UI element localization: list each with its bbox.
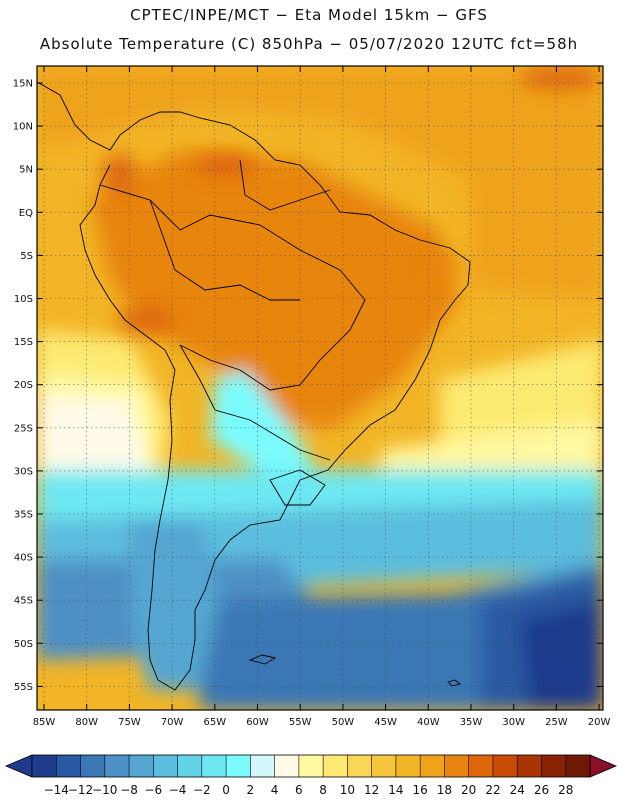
lat-label-10n: 10N <box>13 122 33 133</box>
lon-label-70w: 70W <box>161 717 184 728</box>
map-frame <box>36 65 604 711</box>
colorbar-swatch-6 <box>177 755 203 777</box>
colorbar-swatch-9 <box>250 755 275 777</box>
chart-title-line2: Absolute Temperature (C) 850hPa − 05/07/… <box>39 35 579 53</box>
lon-label-40w: 40W <box>417 717 440 728</box>
colorbar-swatch-8 <box>226 755 251 777</box>
colorbar-swatch-1 <box>56 755 81 777</box>
lat-label-5s: 5S <box>20 251 33 262</box>
colorbar-swatch-14 <box>371 755 397 777</box>
colorbar-label: 28 <box>558 783 573 797</box>
colorbar-swatch-2 <box>80 755 106 777</box>
colorbar-label: 4 <box>271 783 279 797</box>
lon-label-55w: 55W <box>289 717 312 728</box>
colorbar-swatch-22 <box>565 755 591 777</box>
lat-label-35s: 35S <box>14 510 33 521</box>
colorbar-label: 22 <box>485 783 500 797</box>
latitude-labels: 15N 10N 5N EQ 5S 10S 15S 20S 25S 30S 35S 40S 45S 50S 5… <box>13 79 603 693</box>
colorbar-label: −12 <box>68 783 93 797</box>
graticule <box>37 66 603 710</box>
colorbar-label: 14 <box>388 783 403 797</box>
colorbar-swatch-7 <box>201 755 227 777</box>
longitude-labels: 85W 80W 75W 70W 65W 60W 55W 50W 45W 40W 35W 30W 25W 2… <box>33 66 611 728</box>
colorbar-label: −6 <box>144 783 162 797</box>
colorbar-label: 20 <box>461 783 476 797</box>
lat-label-40s: 40S <box>14 553 33 564</box>
colorbar-swatch-13 <box>347 755 372 777</box>
colorbar-swatch-10 <box>274 755 300 777</box>
colorbar-over-arrow <box>589 754 618 778</box>
lat-label-50s: 50S <box>14 639 33 650</box>
colorbar-swatch-19 <box>492 755 518 777</box>
colorbar-label: 0 <box>222 783 230 797</box>
colorbar-swatch-0 <box>32 755 57 777</box>
lat-label-10s: 10S <box>14 294 33 305</box>
colorbar-label: 6 <box>295 783 303 797</box>
lon-label-20w: 20W <box>588 717 611 728</box>
lat-label-20s: 20S <box>14 380 33 391</box>
lon-label-35w: 35W <box>460 717 483 728</box>
colorbar-label: 16 <box>413 783 428 797</box>
lat-label-5n: 5N <box>19 165 33 176</box>
lat-label-45s: 45S <box>14 596 33 607</box>
colorbar-label: 12 <box>364 783 379 797</box>
colorbar-under-arrow <box>4 754 33 778</box>
colorbar-label: 10 <box>340 783 355 797</box>
colorbar-swatch-21 <box>541 755 567 777</box>
lon-label-80w: 80W <box>75 717 98 728</box>
colorbar-label: 8 <box>319 783 327 797</box>
colorbar-label: −2 <box>193 783 211 797</box>
colorbar-swatch-16 <box>420 755 445 777</box>
colorbar-swatch-11 <box>298 755 324 777</box>
lon-label-60w: 60W <box>246 717 269 728</box>
colorbar-label: −4 <box>169 783 187 797</box>
colorbar-label: 2 <box>247 783 255 797</box>
colorbar-swatch-17 <box>444 755 469 777</box>
colorbar-label: 24 <box>510 783 525 797</box>
lat-label-15n: 15N <box>13 79 33 90</box>
colorbar-swatch-18 <box>468 755 494 777</box>
lon-label-45w: 45W <box>374 717 397 728</box>
colorbar-label: 26 <box>534 783 549 797</box>
colorbar-swatch-20 <box>517 755 542 777</box>
temperature-field <box>37 66 603 710</box>
colorbar-swatch-4 <box>129 755 154 777</box>
lon-label-50w: 50W <box>332 717 355 728</box>
colorbar-swatch-5 <box>153 755 178 777</box>
colorbar-label: 18 <box>437 783 452 797</box>
lat-label-eq: EQ <box>19 208 33 219</box>
lon-label-65w: 65W <box>203 717 226 728</box>
lat-label-30s: 30S <box>14 466 33 477</box>
colorbar-swatch-3 <box>104 755 130 777</box>
colorbar-swatch-12 <box>323 755 348 777</box>
lat-label-55s: 55S <box>14 682 33 693</box>
colorbar: −14−12−10 −8 −6 −4 −2 0 2 4 6 8 10 12 14 16 18 20 22 24 26… <box>4 754 618 797</box>
lon-label-85w: 85W <box>33 717 56 728</box>
colorbar-label: −10 <box>92 783 117 797</box>
lon-label-75w: 75W <box>118 717 141 728</box>
lat-label-25s: 25S <box>14 423 33 434</box>
lat-label-15s: 15S <box>14 337 33 348</box>
colorbar-label: −8 <box>120 783 138 797</box>
lon-label-25w: 25W <box>545 717 568 728</box>
lon-label-30w: 30W <box>502 717 525 728</box>
colorbar-label: −14 <box>44 783 69 797</box>
colorbar-swatch-15 <box>395 755 421 777</box>
chart-title-line1: CPTEC/INPE/MCT − Eta Model 15km − GFS <box>130 6 488 24</box>
